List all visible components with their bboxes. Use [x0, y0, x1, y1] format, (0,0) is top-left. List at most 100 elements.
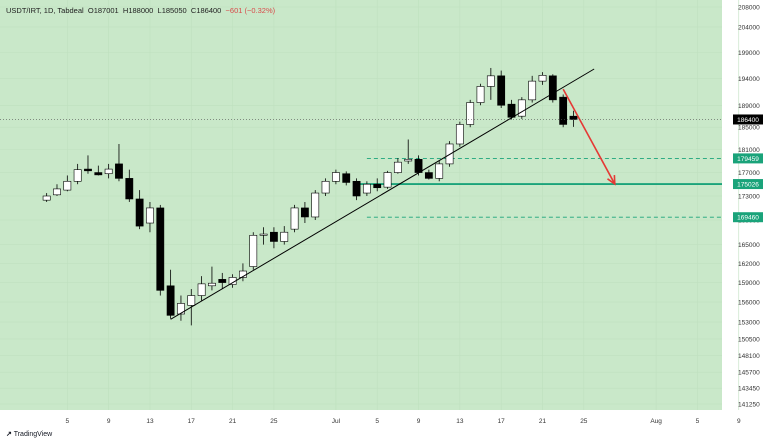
drawings[interactable]	[170, 68, 616, 320]
candle-body	[259, 233, 268, 236]
candle	[63, 175, 72, 192]
y-tick-label: 189000	[738, 103, 760, 110]
x-axis: 5 9 13 17 21 25 Jul 5 9 13 17 21 25 Aug 5 9	[66, 418, 741, 425]
candle-body	[187, 295, 196, 306]
x-tick-label: 5	[375, 418, 379, 425]
candle-body	[104, 168, 113, 175]
x-tick-label: 21	[229, 418, 237, 425]
y-tick-label: 208000	[738, 5, 760, 12]
candle-body	[301, 207, 309, 218]
tradingview-logo[interactable]: ↗ TradingView	[6, 430, 52, 438]
level-label: 179459	[737, 156, 759, 163]
y-tick-label: 194000	[738, 76, 760, 83]
candle	[497, 70, 506, 108]
candle	[125, 169, 134, 202]
candles	[42, 67, 578, 326]
x-tick-label: 17	[498, 418, 506, 425]
logo-icon: ↗	[6, 431, 12, 438]
candle	[104, 163, 113, 179]
candle-body	[414, 159, 423, 173]
candle-body	[208, 282, 216, 287]
candle	[218, 272, 227, 290]
candle	[42, 193, 51, 202]
candle-body	[125, 178, 134, 200]
y-tick-label: 156000	[738, 300, 760, 307]
candle	[373, 178, 382, 192]
candle-body	[321, 180, 330, 194]
x-tick-label: 9	[107, 418, 111, 425]
x-tick-label: 13	[146, 418, 154, 425]
last-price-tag	[733, 114, 763, 125]
close-value: C186400	[190, 6, 222, 15]
candle	[362, 181, 371, 197]
candle	[94, 165, 103, 176]
x-tick-label: 5	[696, 418, 700, 425]
candle	[156, 204, 165, 296]
x-tick-label: 9	[737, 418, 741, 425]
candle	[166, 269, 175, 319]
plot-background	[0, 0, 722, 410]
candle-body	[84, 168, 92, 172]
candle-body	[548, 75, 557, 101]
candle-body	[218, 279, 227, 283]
candle	[301, 201, 309, 224]
candle	[538, 72, 547, 85]
candle-body	[53, 188, 61, 196]
candle	[517, 97, 526, 119]
y-tick-label: 150500	[738, 336, 760, 343]
low-value: L185050	[157, 6, 187, 15]
arrow-head	[607, 175, 616, 186]
candle	[197, 276, 206, 301]
level-tag	[733, 212, 763, 223]
candle-body	[507, 103, 516, 118]
x-tick-label: 13	[456, 418, 464, 425]
candle-body	[476, 86, 485, 103]
y-tick-label: 199000	[738, 50, 760, 57]
high-value: H188000	[122, 6, 154, 15]
y-tick-label: 159000	[738, 280, 760, 287]
candle	[146, 201, 154, 233]
y-tick-label: 162000	[738, 261, 760, 268]
x-tick-label: 9	[417, 418, 421, 425]
candle	[435, 161, 444, 182]
x-tick-label: 25	[580, 418, 588, 425]
y-tick-label: 145700	[738, 370, 760, 377]
y-tick-label: 185000	[738, 125, 760, 132]
candle-body	[177, 303, 185, 315]
candle-body	[373, 183, 382, 189]
candle-body	[486, 75, 495, 87]
trendline	[170, 68, 595, 320]
candle	[424, 169, 433, 180]
candle-body	[466, 102, 475, 125]
candle-body	[146, 207, 154, 224]
candle-body	[435, 163, 444, 179]
candle	[270, 227, 278, 249]
candle-body	[290, 207, 299, 230]
level-tag	[733, 153, 763, 164]
x-tick-label: Aug	[650, 418, 662, 425]
candle	[259, 227, 268, 245]
candle	[249, 232, 258, 270]
candle-body	[63, 180, 72, 191]
candle	[177, 295, 185, 321]
candle-body	[94, 172, 103, 176]
levels	[356, 157, 722, 218]
y-tick-label: 181000	[738, 147, 760, 154]
grid	[738, 0, 740, 410]
candle-body	[156, 207, 165, 291]
candle-body	[352, 180, 361, 197]
candle-body	[342, 173, 351, 183]
candle-body	[424, 172, 433, 179]
candle-body	[270, 231, 278, 242]
x-tick-label: 25	[270, 418, 278, 425]
candle-body	[497, 75, 506, 106]
candle	[393, 158, 402, 174]
candle	[53, 184, 61, 197]
y-tick-label: 173000	[738, 194, 760, 201]
candle	[404, 139, 413, 164]
arrow-shaft	[562, 88, 616, 185]
candle-body	[559, 96, 568, 125]
candle-body	[569, 115, 578, 120]
